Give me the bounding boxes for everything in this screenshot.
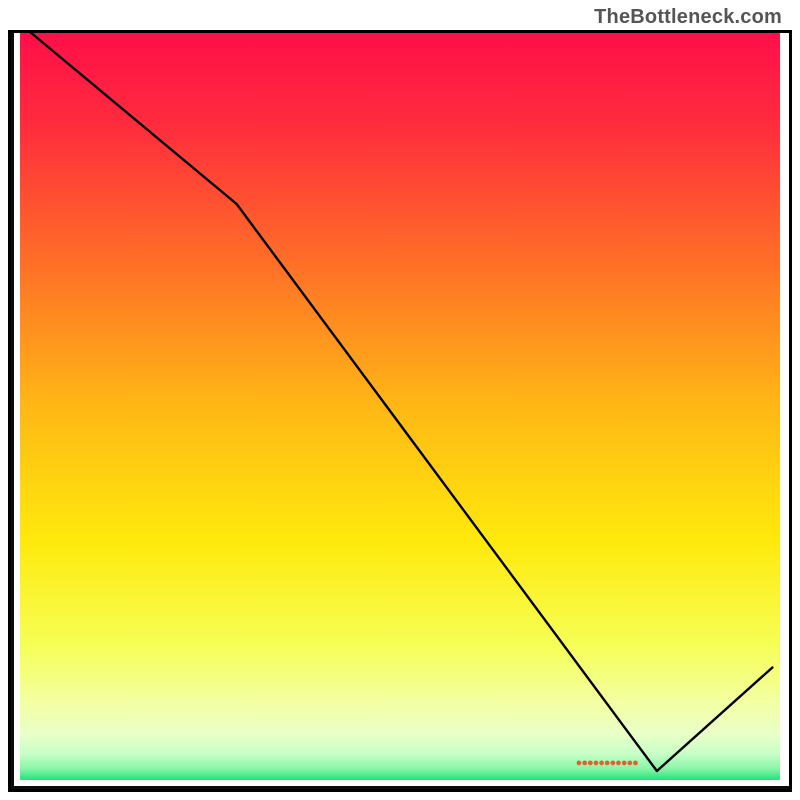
chart-marker-label: ●●●●●●●●●●● <box>576 757 638 769</box>
bottleneck-chart: ●●●●●●●●●●● <box>8 30 792 792</box>
attribution-text: TheBottleneck.com <box>594 6 782 29</box>
chart-area: ●●●●●●●●●●● <box>8 30 792 792</box>
